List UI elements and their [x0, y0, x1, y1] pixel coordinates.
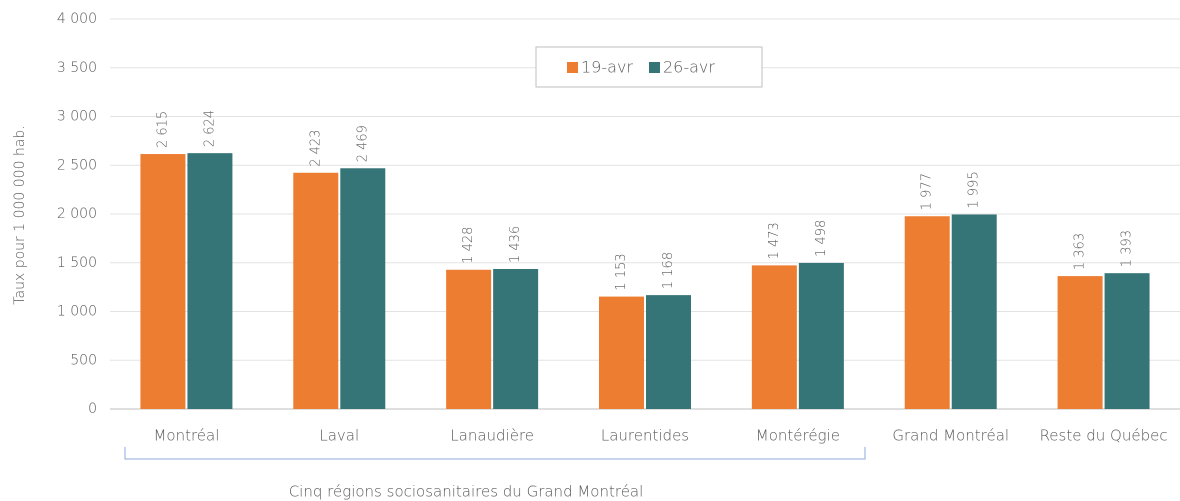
- x-tick-label: Grand Montréal: [892, 427, 1009, 445]
- value-label: 1 153: [614, 253, 629, 290]
- x-tick-label: Laval: [319, 427, 359, 445]
- bar: [1104, 273, 1150, 409]
- y-tick-label: 1 000: [57, 304, 97, 320]
- y-tick-label: 1 500: [57, 255, 97, 271]
- value-label: 1 498: [814, 220, 829, 257]
- bar: [904, 216, 950, 409]
- bar: [599, 296, 644, 409]
- y-tick-label: 2 500: [57, 157, 97, 173]
- y-axis-label: Taux pour 1 000 000 hab.: [12, 125, 28, 304]
- y-tick-label: 3 000: [57, 109, 97, 125]
- bar: [646, 295, 691, 409]
- x-tick-label: Reste du Québec: [1040, 427, 1168, 445]
- value-label: 2 615: [155, 111, 170, 148]
- y-tick-label: 2 000: [57, 206, 97, 222]
- value-label: 1 995: [967, 171, 982, 208]
- value-label: 2 469: [355, 125, 370, 162]
- legend-label: 26-avr: [663, 58, 715, 77]
- y-tick-label: 4 000: [57, 11, 97, 27]
- bar: [340, 168, 386, 409]
- bar: [751, 265, 797, 409]
- legend-swatch: [567, 62, 578, 73]
- y-tick-label: 3 500: [57, 60, 97, 76]
- y-tick-label: 0: [88, 401, 97, 417]
- legend-swatch: [648, 62, 660, 73]
- x-tick-label: Lanaudière: [450, 427, 534, 445]
- bar: [798, 262, 844, 409]
- value-label: 1 428: [461, 227, 476, 264]
- y-tick-label: 500: [70, 352, 97, 368]
- value-label: 1 363: [1073, 233, 1088, 270]
- value-label: 2 624: [202, 110, 217, 147]
- bar: [446, 269, 492, 409]
- value-label: 2 423: [308, 130, 323, 167]
- value-label: 1 168: [661, 252, 676, 289]
- bar: [1057, 276, 1103, 409]
- x-tick-label: Montérégie: [756, 427, 840, 445]
- value-label: 1 473: [767, 222, 782, 259]
- bar: [493, 268, 539, 409]
- x-tick-label: Laurentides: [601, 427, 689, 445]
- bar: [951, 214, 997, 409]
- value-label: 1 393: [1120, 230, 1135, 267]
- legend-label: 19-avr: [581, 58, 633, 77]
- value-label: 1 436: [508, 226, 523, 263]
- bar: [187, 153, 233, 409]
- value-label: 1 977: [920, 173, 935, 210]
- x-tick-label: Montréal: [153, 427, 219, 445]
- bar: [293, 172, 339, 409]
- bar: [140, 154, 186, 409]
- bracket: [124, 447, 866, 460]
- annotation: Cinq régions sociosanitaires du Grand Mo…: [289, 483, 644, 501]
